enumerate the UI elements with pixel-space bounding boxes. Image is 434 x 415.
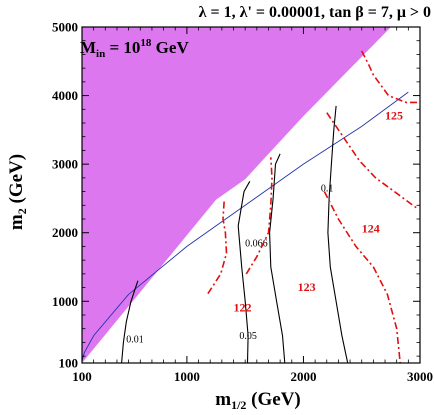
x-tick-label-0: 100 — [72, 369, 92, 384]
excluded-region — [82, 27, 420, 363]
x-tick-label-3: 3000 — [407, 369, 433, 384]
x-axis-label-unit: (GeV) — [246, 389, 300, 410]
blue-boundary-line — [81, 91, 409, 362]
x-axis-label: m1/2 (GeV) — [215, 389, 301, 412]
red-contour-4 — [326, 112, 419, 210]
scale-annotation-mid: = 10 — [105, 38, 140, 57]
black-contour-label-2: 0.05 — [239, 331, 257, 342]
scale-annotation: Min = 1018 GeV — [80, 37, 189, 60]
scale-annotation-unit: GeV — [151, 38, 189, 57]
black-contour-2 — [237, 181, 251, 364]
plot-frame — [81, 26, 421, 364]
x-tick-label-2: 2000 — [290, 369, 316, 384]
axes: 100 1000 2000 3000 100 1000 2000 3000 4000 5000 — [52, 20, 433, 385]
black-contour-4 — [327, 105, 349, 364]
red-contour-5 — [360, 50, 420, 104]
black-contour-3 — [269, 153, 286, 364]
y-axis-label-subscript: 2 — [15, 208, 29, 214]
black-contour-label-3: 0.066 — [245, 238, 268, 249]
scale-annotation-subscript: in — [96, 48, 105, 60]
red-contour-label-4: 125 — [385, 109, 403, 123]
black-contour-1 — [121, 280, 139, 364]
chart-title: λ = 1, λ' = 0.00001, tan β = 7, μ > 0 — [199, 4, 431, 21]
x-tick-label-1: 1000 — [174, 369, 200, 384]
red-contour-3 — [323, 191, 401, 364]
red-contour-2 — [245, 157, 273, 275]
x-axis-label-subscript: 1/2 — [231, 398, 246, 412]
y-tick-label-3: 3000 — [52, 157, 78, 172]
y-axis-label: m2 (GeV) — [6, 154, 29, 230]
black-contour-label-4: 0.1 — [321, 184, 334, 195]
y-tick-label-5: 5000 — [52, 20, 78, 35]
plot-area: 0.01 0.05 0.066 0.1 122 123 124 125 — [81, 27, 420, 364]
y-tick-label-2: 2000 — [52, 225, 78, 240]
red-contour-label-3: 124 — [362, 222, 380, 236]
red-contour-label-1: 122 — [234, 301, 252, 315]
red-contour-1 — [207, 200, 228, 295]
y-tick-label-0: 100 — [59, 356, 79, 371]
scale-annotation-exponent: 18 — [140, 37, 152, 49]
y-tick-label-1: 1000 — [52, 294, 78, 309]
red-contour-label-2: 123 — [298, 280, 316, 294]
y-axis-label-unit: (GeV) — [6, 154, 27, 208]
y-tick-label-4: 4000 — [52, 88, 78, 103]
black-contour-label-1: 0.01 — [126, 334, 144, 345]
